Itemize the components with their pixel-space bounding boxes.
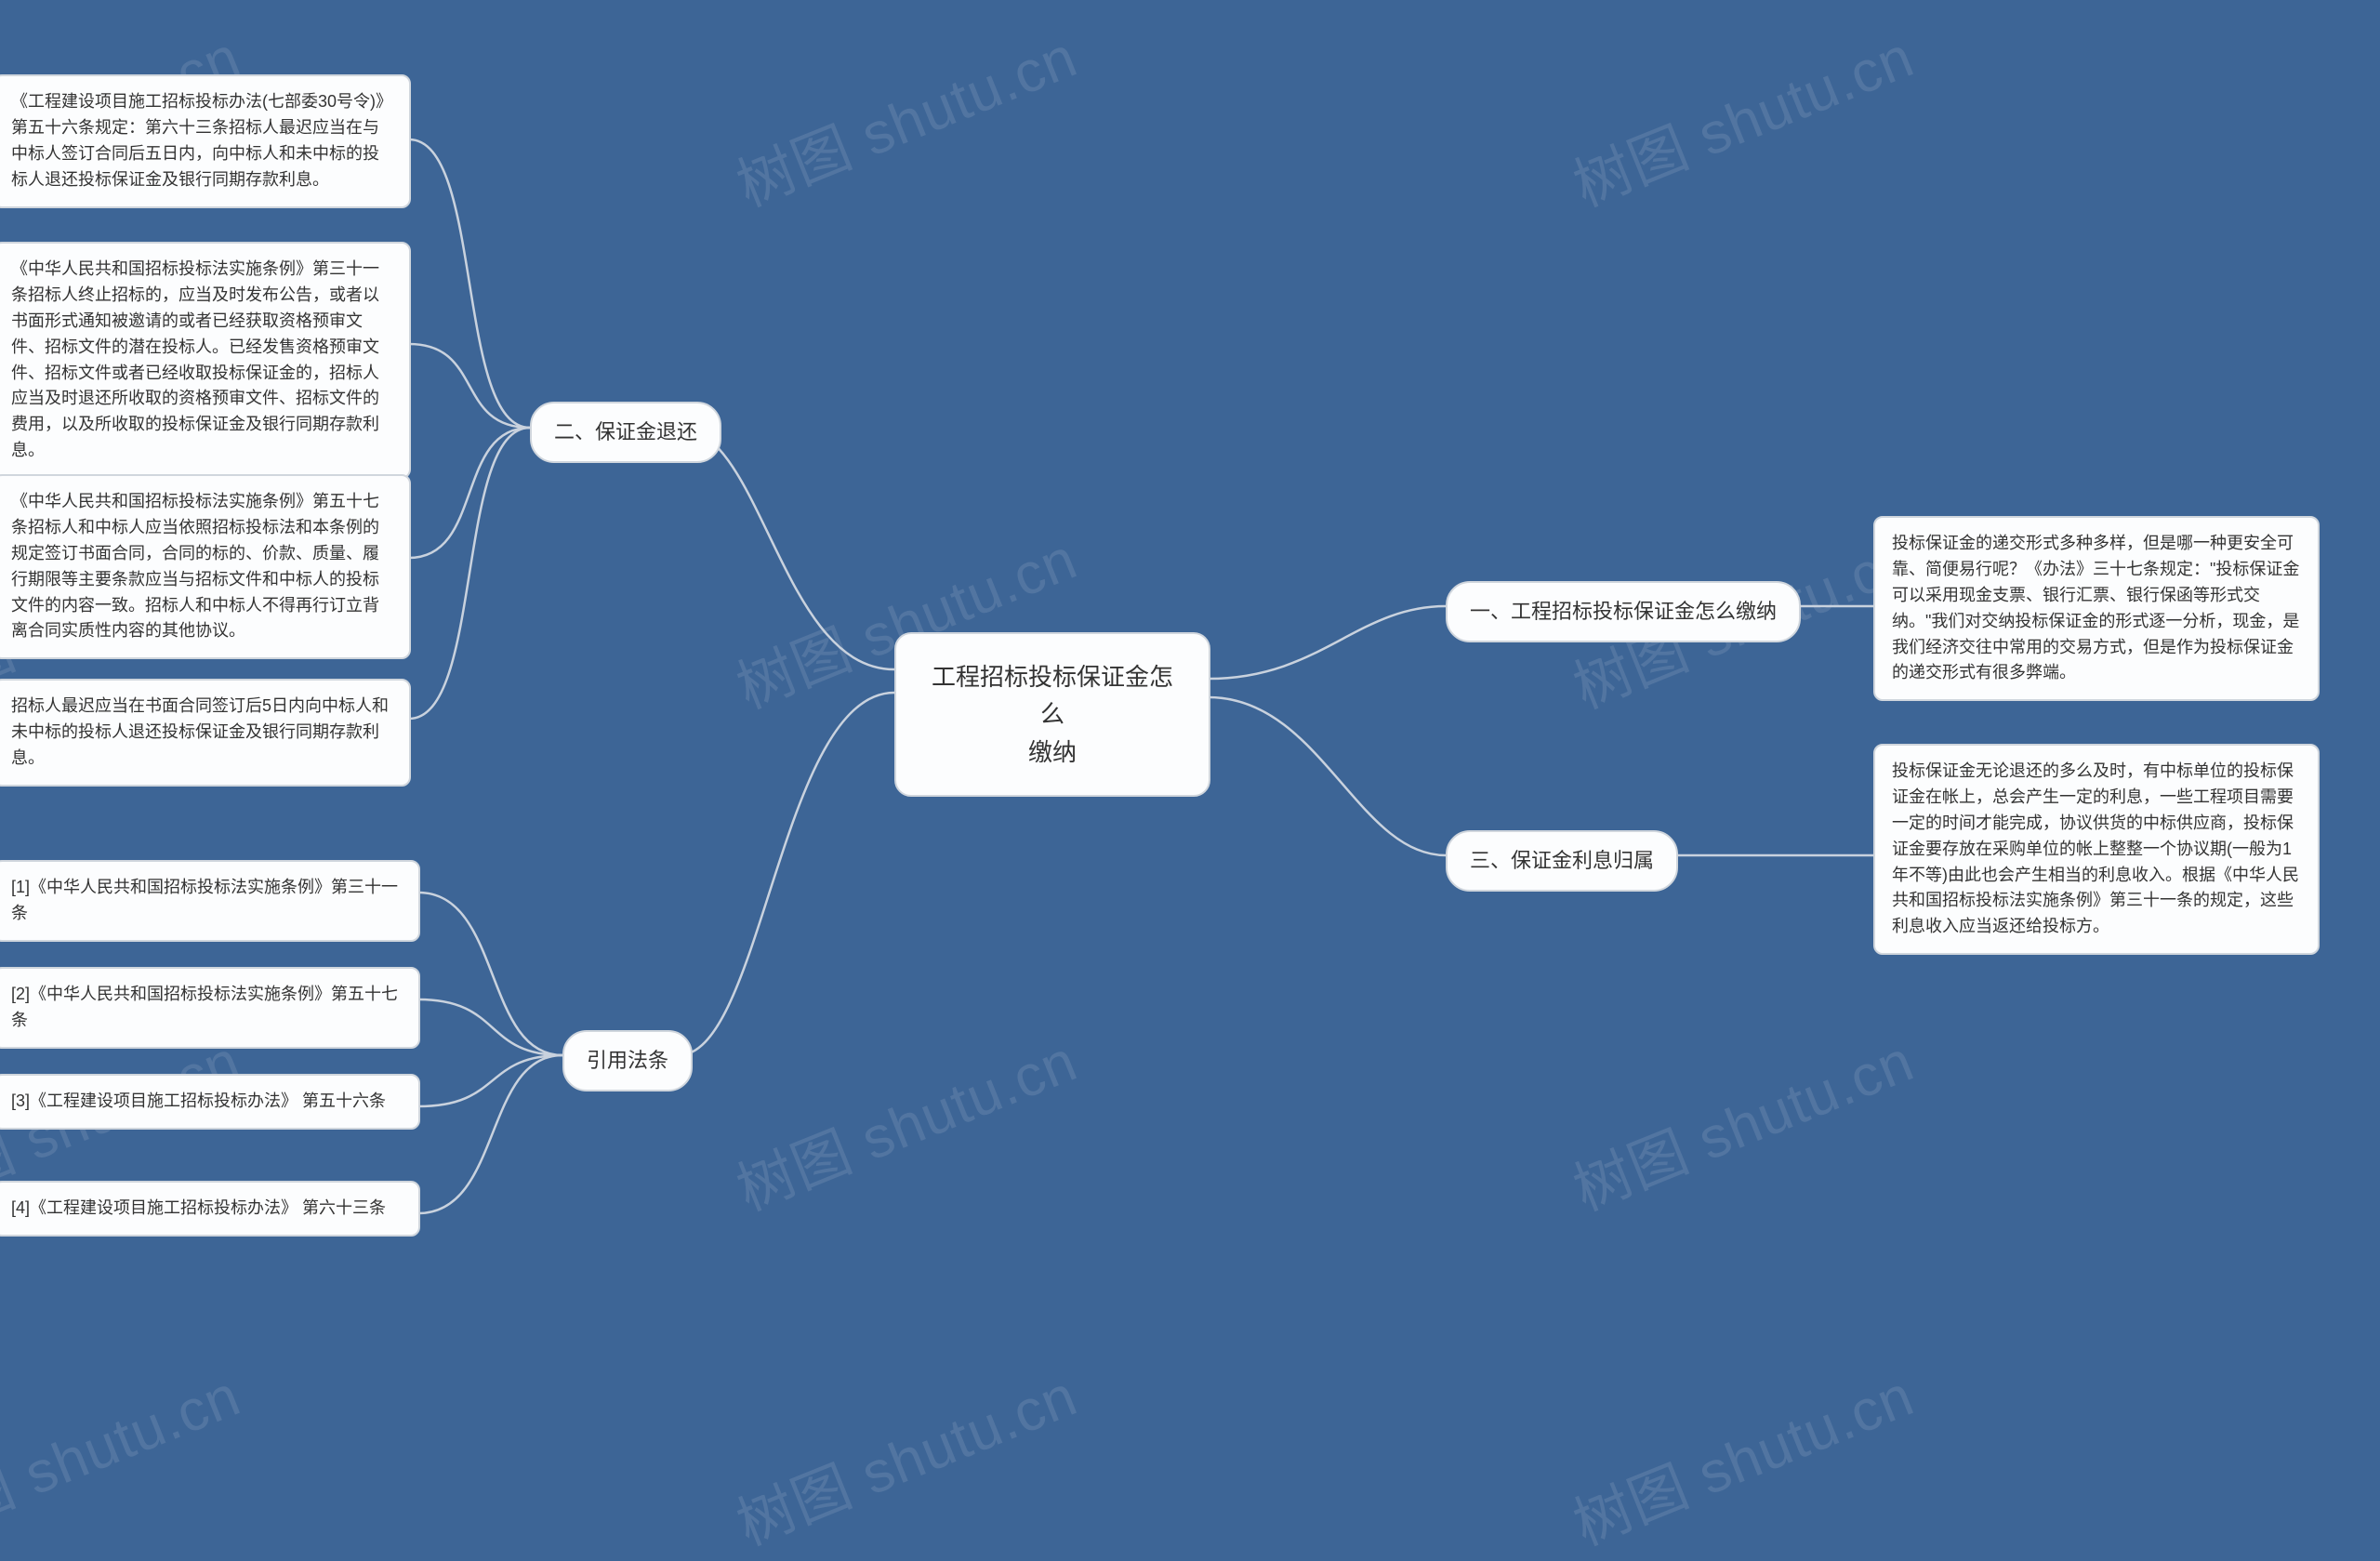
branch-4-leaf-1: [1]《中华人民共和国招标投标法实施条例》第三十一条 <box>0 860 420 942</box>
center-title-line1: 工程招标投标保证金怎么 <box>930 658 1175 734</box>
watermark: 树图 shutu.cn <box>0 1349 250 1561</box>
watermark: 树图 shutu.cn <box>722 10 1087 222</box>
branch-3-leaf-1: 投标保证金无论退还的多么及时，有中标单位的投标保证金在帐上，总会产生一定的利息，… <box>1873 744 2320 955</box>
center-node: 工程招标投标保证金怎么 缴纳 <box>894 632 1210 797</box>
center-title-line2: 缴纳 <box>930 734 1175 771</box>
branch-2: 二、保证金退还 <box>530 402 721 463</box>
watermark: 树图 shutu.cn <box>1559 1014 1924 1226</box>
branch-4-leaf-2: [2]《中华人民共和国招标投标法实施条例》第五十七条 <box>0 967 420 1049</box>
branch-1-leaf-1: 投标保证金的递交形式多种多样，但是哪一种更安全可靠、简便易行呢？《办法》三十七条… <box>1873 516 2320 701</box>
branch-2-leaf-1: 《工程建设项目施工招标投标办法(七部委30号令)》第五十六条规定：第六十三条招标… <box>0 74 411 208</box>
watermark: 树图 shutu.cn <box>1559 10 1924 222</box>
branch-2-leaf-2: 《中华人民共和国招标投标法实施条例》第三十一条招标人终止招标的，应当及时发布公告… <box>0 242 411 479</box>
branch-4: 引用法条 <box>562 1030 693 1091</box>
branch-2-leaf-4: 招标人最迟应当在书面合同签订后5日内向中标人和未中标的投标人退还投标保证金及银行… <box>0 679 411 787</box>
branch-4-leaf-3: [3]《工程建设项目施工招标投标办法》 第五十六条 <box>0 1074 420 1130</box>
watermark: 树图 shutu.cn <box>1559 1349 1924 1561</box>
branch-4-leaf-4: [4]《工程建设项目施工招标投标办法》 第六十三条 <box>0 1181 420 1237</box>
branch-2-leaf-3: 《中华人民共和国招标投标法实施条例》第五十七条招标人和中标人应当依照招标投标法和… <box>0 474 411 659</box>
watermark: 树图 shutu.cn <box>722 1014 1087 1226</box>
branch-3: 三、保证金利息归属 <box>1446 830 1678 892</box>
watermark: 树图 shutu.cn <box>722 1349 1087 1561</box>
branch-1: 一、工程招标投标保证金怎么缴纳 <box>1446 581 1801 642</box>
